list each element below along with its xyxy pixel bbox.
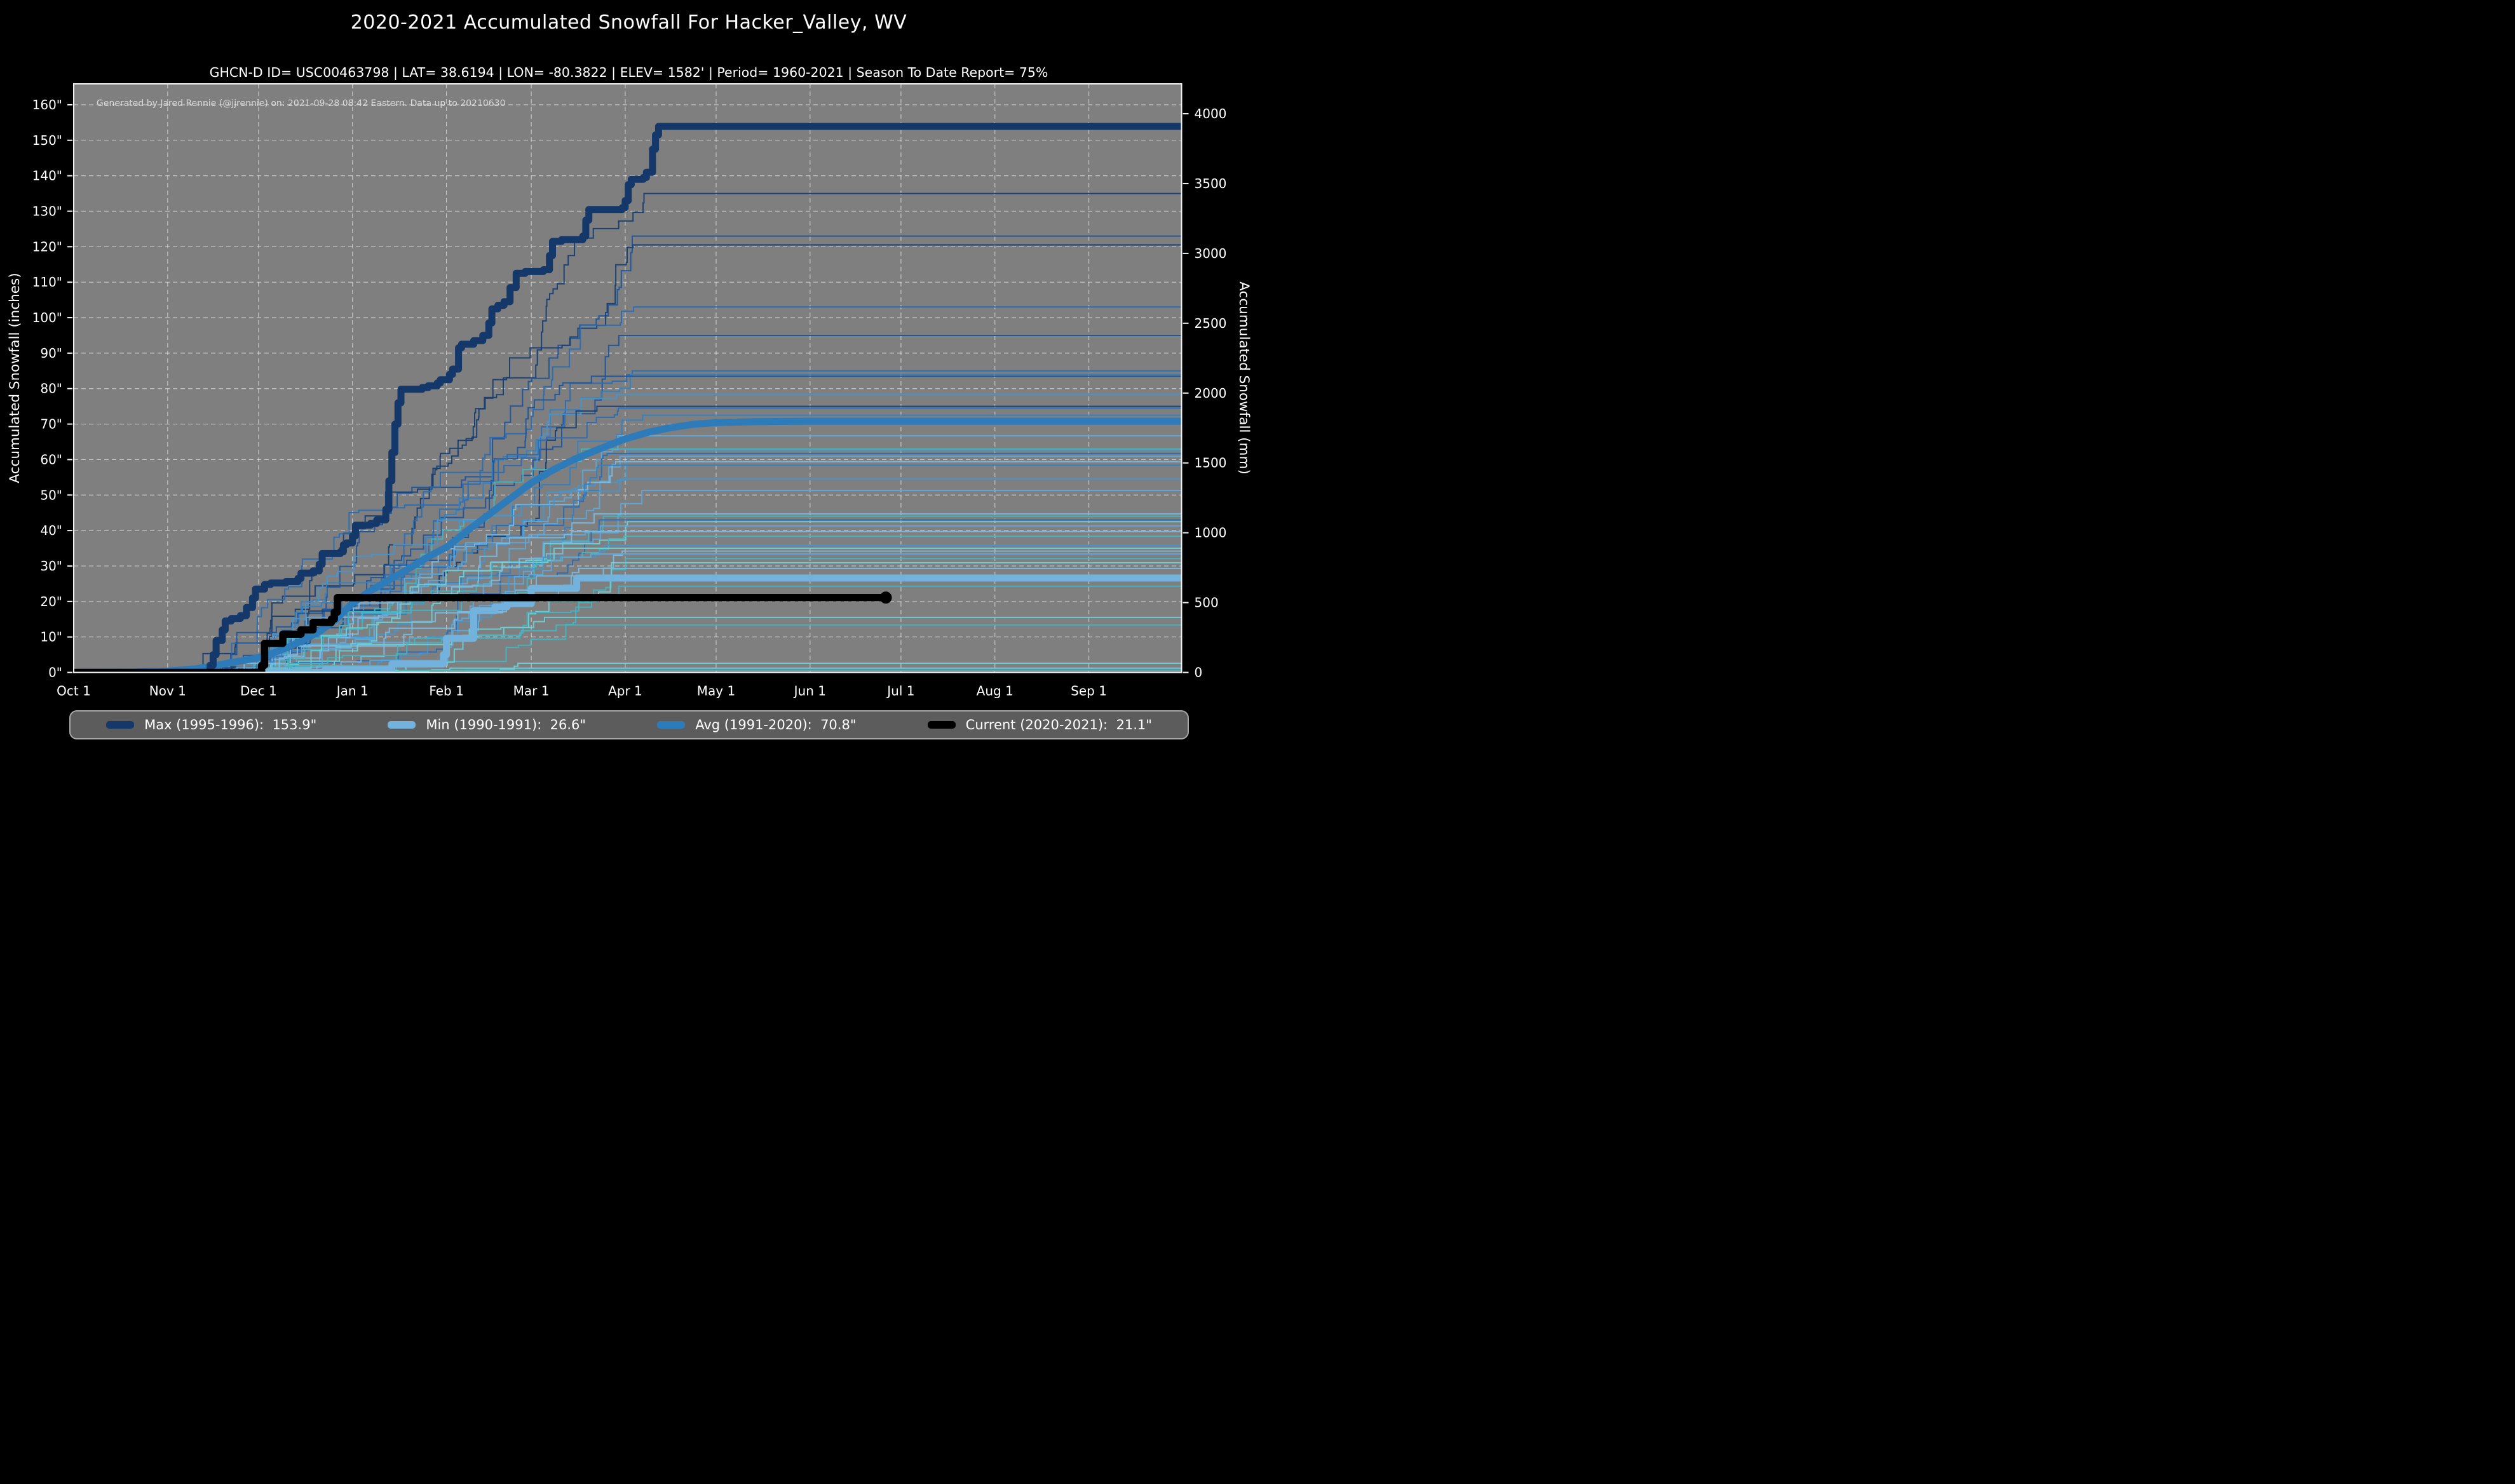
legend-swatch-avg — [657, 721, 686, 729]
plot-background — [74, 84, 1182, 673]
y-right-tick-label: 2000 — [1195, 386, 1227, 401]
y-left-tick-label: 110" — [32, 274, 62, 290]
y-left-tick-label: 50" — [40, 487, 62, 503]
legend-item-min: Min (1990-1991): 26.6" — [388, 717, 586, 732]
current-line — [74, 593, 890, 673]
legend-label-current: Current (2020-2021): 21.1" — [965, 717, 1152, 732]
background-season-line — [74, 374, 1182, 673]
y-left-tick-label: 0" — [48, 665, 62, 680]
chart-canvas: 0" 10" 20" 30" 40" 50" 60" 70" 80" 90" 100" 110" 120… — [7, 83, 1252, 699]
background-season-line — [74, 567, 1182, 673]
legend: Max (1995-1996): 153.9" Min (1990-1991): … — [69, 710, 1189, 739]
y-axis-label-inches: Accumulated Snowfall (inches) — [7, 273, 23, 483]
background-season-line — [74, 192, 1182, 673]
legend-swatch-current — [927, 721, 956, 729]
y-left-tick-label: 90" — [40, 346, 62, 361]
x-tick-label: Apr 1 — [608, 684, 642, 699]
y-right-tick-label: 0 — [1195, 665, 1203, 680]
y-left-tick-label: 140" — [32, 168, 62, 184]
x-tick-label: May 1 — [697, 684, 735, 699]
x-tick-label: Jan 1 — [336, 684, 369, 699]
y-right-tick-label: 1500 — [1195, 455, 1227, 471]
x-tick-label: Sep 1 — [1071, 684, 1107, 699]
y-left-tick-label: 60" — [40, 452, 62, 467]
y-right-tick-label: 2500 — [1195, 316, 1227, 331]
legend-label-min: Min (1990-1991): 26.6" — [426, 717, 586, 732]
y-left-tick-label: 130" — [32, 203, 62, 219]
attribution-note: Generated by Jared Rennie (@jjrennie) on… — [97, 98, 506, 109]
y-right-tick-label: 1000 — [1195, 525, 1227, 541]
background-season-line — [74, 548, 1182, 673]
avg-line — [74, 417, 1182, 673]
background-season-line — [74, 306, 1182, 673]
legend-item-avg: Avg (1991-2020): 70.8" — [657, 717, 856, 732]
current-end-dot — [879, 591, 892, 604]
legend-label-avg: Avg (1991-2020): 70.8" — [695, 717, 857, 732]
y-left-tick-label: 40" — [40, 523, 62, 538]
y-right-tick-label: 4000 — [1195, 106, 1227, 121]
chart-title: 2020-2021 Accumulated Snowfall For Hacke… — [350, 11, 907, 34]
plot-border — [73, 83, 1183, 673]
max-line — [74, 123, 1182, 673]
x-tick-label: Jun 1 — [793, 684, 826, 699]
background-season-line — [74, 490, 1182, 673]
x-tick-label: Oct 1 — [57, 684, 91, 699]
y-left-tick-label: 20" — [40, 594, 62, 609]
x-tick-label: Jul 1 — [886, 684, 914, 699]
y-right-tick-label: 500 — [1195, 595, 1219, 610]
legend-item-current: Current (2020-2021): 21.1" — [927, 717, 1152, 732]
background-season-line — [74, 414, 1182, 673]
y-left-tick-label: 160" — [32, 97, 62, 112]
y-left-tick-label: 150" — [32, 133, 62, 148]
axis-ticks — [67, 104, 1189, 673]
x-tick-label: Nov 1 — [149, 684, 186, 699]
x-tick-label: Dec 1 — [240, 684, 277, 699]
x-tick-label: Mar 1 — [513, 684, 550, 699]
y-left-tick-label: 100" — [32, 310, 62, 325]
y-left-tick-label: 70" — [40, 417, 62, 432]
legend-swatch-max — [106, 721, 135, 729]
snowfall-chart-figure: 2020-2021 Accumulated Snowfall For Hacke… — [0, 0, 1258, 742]
y-left-tick-label: 30" — [40, 558, 62, 574]
background-season-line — [74, 521, 1182, 673]
y-axis-label-mm: Accumulated Snowfall (mm) — [1236, 281, 1252, 475]
chart-subtitle: GHCN-D ID= USC00463798 | LAT= 38.6194 | … — [209, 65, 1048, 80]
gridlines — [73, 84, 1182, 673]
background-season-line — [74, 544, 1182, 673]
legend-swatch-min — [388, 721, 416, 729]
legend-item-max: Max (1995-1996): 153.9" — [106, 717, 316, 732]
y-right-tick-label: 3000 — [1195, 246, 1227, 261]
x-tick-label: Feb 1 — [429, 684, 464, 699]
legend-label-max: Max (1995-1996): 153.9" — [144, 717, 317, 732]
y-right-tick-label: 3500 — [1195, 176, 1227, 191]
min-line — [74, 574, 1182, 673]
y-left-tick-label: 80" — [40, 381, 62, 396]
y-left-tick-label: 120" — [32, 239, 62, 254]
x-tick-label: Aug 1 — [977, 684, 1013, 699]
y-left-tick-label: 10" — [40, 630, 62, 645]
